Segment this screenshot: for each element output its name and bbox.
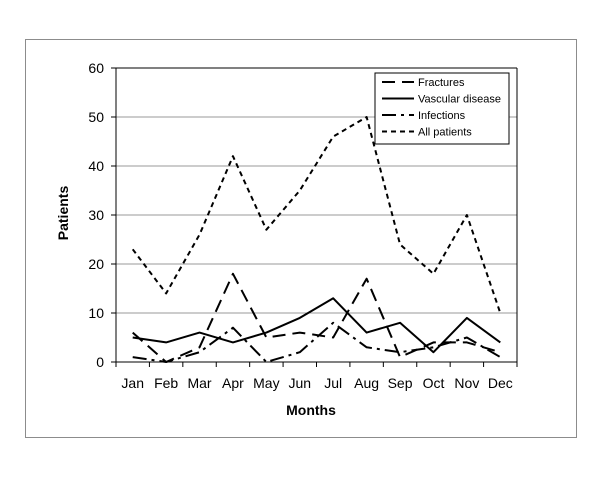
y-tick-label-50: 50	[88, 109, 104, 125]
x-tick-label-sep: Sep	[388, 375, 413, 391]
x-tick-label-mar: Mar	[187, 375, 211, 391]
x-tick-label-feb: Feb	[154, 375, 178, 391]
y-tick-label-40: 40	[88, 158, 104, 174]
x-tick-label-jan: Jan	[121, 375, 144, 391]
legend-box	[374, 72, 510, 145]
legend-label-infections: Infections	[418, 110, 466, 122]
x-tick-label-dec: Dec	[488, 375, 513, 391]
y-tick-labels: 0 10 20 30 40 50 60	[88, 60, 104, 370]
x-axis-title: Months	[286, 402, 336, 418]
y-tick-label-20: 20	[88, 256, 104, 272]
y-axis-title: Patients	[55, 186, 71, 241]
x-tick-label-apr: Apr	[222, 375, 244, 391]
series-line-all-patients	[131, 116, 502, 314]
x-tick-label-may: May	[253, 375, 279, 391]
x-tick-labels: Jan Feb Mar Apr May Jun Jul Aug Sep Oct Nov Dec	[121, 375, 512, 391]
x-tick-label-jun: Jun	[289, 375, 312, 391]
series-line-fractures	[132, 272, 501, 363]
series-line-infections	[132, 321, 501, 363]
y-tick-label-10: 10	[88, 305, 104, 321]
legend-label-vascular-disease: Vascular disease	[418, 94, 501, 106]
axes	[111, 67, 518, 367]
legend-label-all-patients: All patients	[418, 127, 472, 139]
x-tick-label-aug: Aug	[354, 375, 379, 391]
x-tick-label-jul: Jul	[324, 375, 342, 391]
series-lines	[131, 116, 502, 363]
legend: Fractures Vascular disease Infections All p…	[374, 72, 510, 145]
y-tick-label-60: 60	[88, 60, 104, 76]
y-tick-label-0: 0	[96, 354, 104, 370]
legend-label-fractures: Fractures	[418, 77, 465, 89]
y-tick-label-30: 30	[88, 207, 104, 223]
x-tick-label-nov: Nov	[454, 375, 479, 391]
x-tick-label-oct: Oct	[423, 375, 445, 391]
